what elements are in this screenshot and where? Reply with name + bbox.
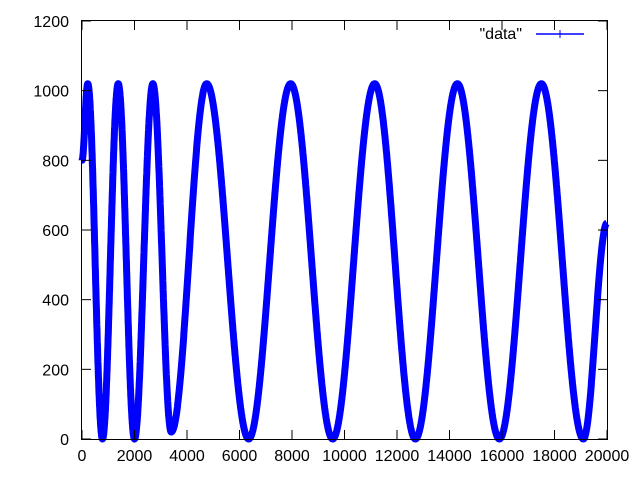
y-tick-label-1: 200 <box>42 362 69 379</box>
legend-label-data: "data" <box>480 26 523 43</box>
x-tick-label-5: 10000 <box>322 448 367 465</box>
y-tick-label-4: 800 <box>42 153 69 170</box>
y-tick-label-0: 0 <box>60 432 69 449</box>
x-tick-label-6: 12000 <box>375 448 420 465</box>
y-tick-label-3: 600 <box>42 223 69 240</box>
y-tick-label-5: 1000 <box>33 84 69 101</box>
x-tick-label-0: 0 <box>78 448 87 465</box>
plot-frame <box>81 20 608 440</box>
legend: "data" <box>480 26 584 43</box>
x-tick-label-7: 14000 <box>427 448 472 465</box>
ticks-layer: 0 2000 4000 6000 8000 10000 12000 14000 16000 180… <box>33 14 629 465</box>
x-tick-label-8: 16000 <box>480 448 525 465</box>
series-line-0 <box>78 80 611 443</box>
x-tick-label-9: 18000 <box>532 448 577 465</box>
series-layer <box>78 80 611 443</box>
x-tick-label-10: 20000 <box>585 448 630 465</box>
x-tick-label-1: 2000 <box>117 448 153 465</box>
x-tick-label-4: 8000 <box>274 448 310 465</box>
y-tick-label-2: 400 <box>42 293 69 310</box>
y-tick-label-6: 1200 <box>33 14 69 31</box>
x-tick-label-2: 4000 <box>169 448 205 465</box>
x-tick-label-3: 6000 <box>222 448 258 465</box>
